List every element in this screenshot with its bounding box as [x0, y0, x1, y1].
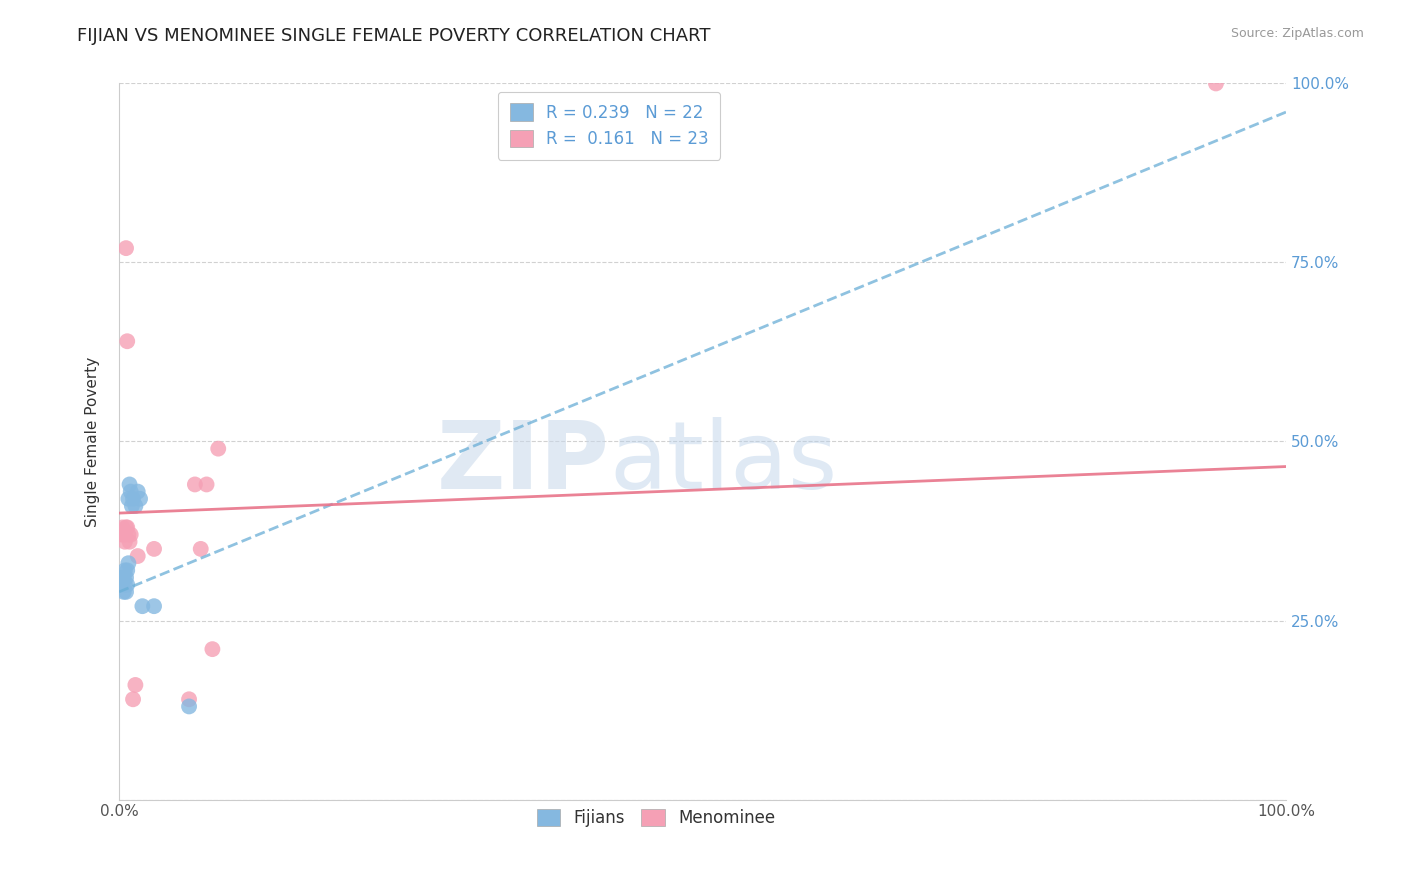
Text: ZIP: ZIP [436, 417, 609, 509]
Point [118, 477, 141, 491]
Point [115, 577, 138, 591]
Point [110, 527, 132, 541]
Point [131, 599, 153, 614]
Point [127, 549, 149, 563]
Point [121, 499, 143, 513]
Point [114, 534, 136, 549]
Point [117, 527, 139, 541]
Text: Source: ZipAtlas.com: Source: ZipAtlas.com [1230, 27, 1364, 40]
Point [115, 334, 138, 349]
Point [190, 541, 212, 556]
Point [115, 520, 138, 534]
Legend: Fijians, Menominee: Fijians, Menominee [530, 803, 782, 834]
Point [143, 541, 166, 556]
Text: FIJIAN VS MENOMINEE SINGLE FEMALE POVERTY CORRELATION CHART: FIJIAN VS MENOMINEE SINGLE FEMALE POVERT… [77, 27, 711, 45]
Point [114, 527, 136, 541]
Point [114, 563, 136, 577]
Point [177, 699, 200, 714]
Y-axis label: Single Female Poverty: Single Female Poverty [86, 357, 100, 526]
Point [129, 491, 152, 506]
Point [1205, 77, 1227, 91]
Point [195, 477, 218, 491]
Point [122, 692, 145, 706]
Point [112, 585, 135, 599]
Point [118, 534, 141, 549]
Point [117, 491, 139, 506]
Point [112, 570, 135, 584]
Point [120, 484, 142, 499]
Point [110, 577, 132, 591]
Point [143, 599, 166, 614]
Point [115, 563, 138, 577]
Point [124, 678, 146, 692]
Point [114, 577, 136, 591]
Point [201, 642, 224, 657]
Point [117, 556, 139, 570]
Point [111, 570, 134, 584]
Point [184, 477, 207, 491]
Point [127, 484, 149, 499]
Point [115, 585, 138, 599]
Point [207, 442, 229, 456]
Point [112, 527, 135, 541]
Point [111, 520, 134, 534]
Point [115, 520, 138, 534]
Text: atlas: atlas [609, 417, 838, 509]
Point [115, 570, 138, 584]
Point [177, 692, 200, 706]
Point [122, 491, 145, 506]
Point [115, 241, 138, 255]
Point [120, 527, 142, 541]
Point [124, 499, 146, 513]
